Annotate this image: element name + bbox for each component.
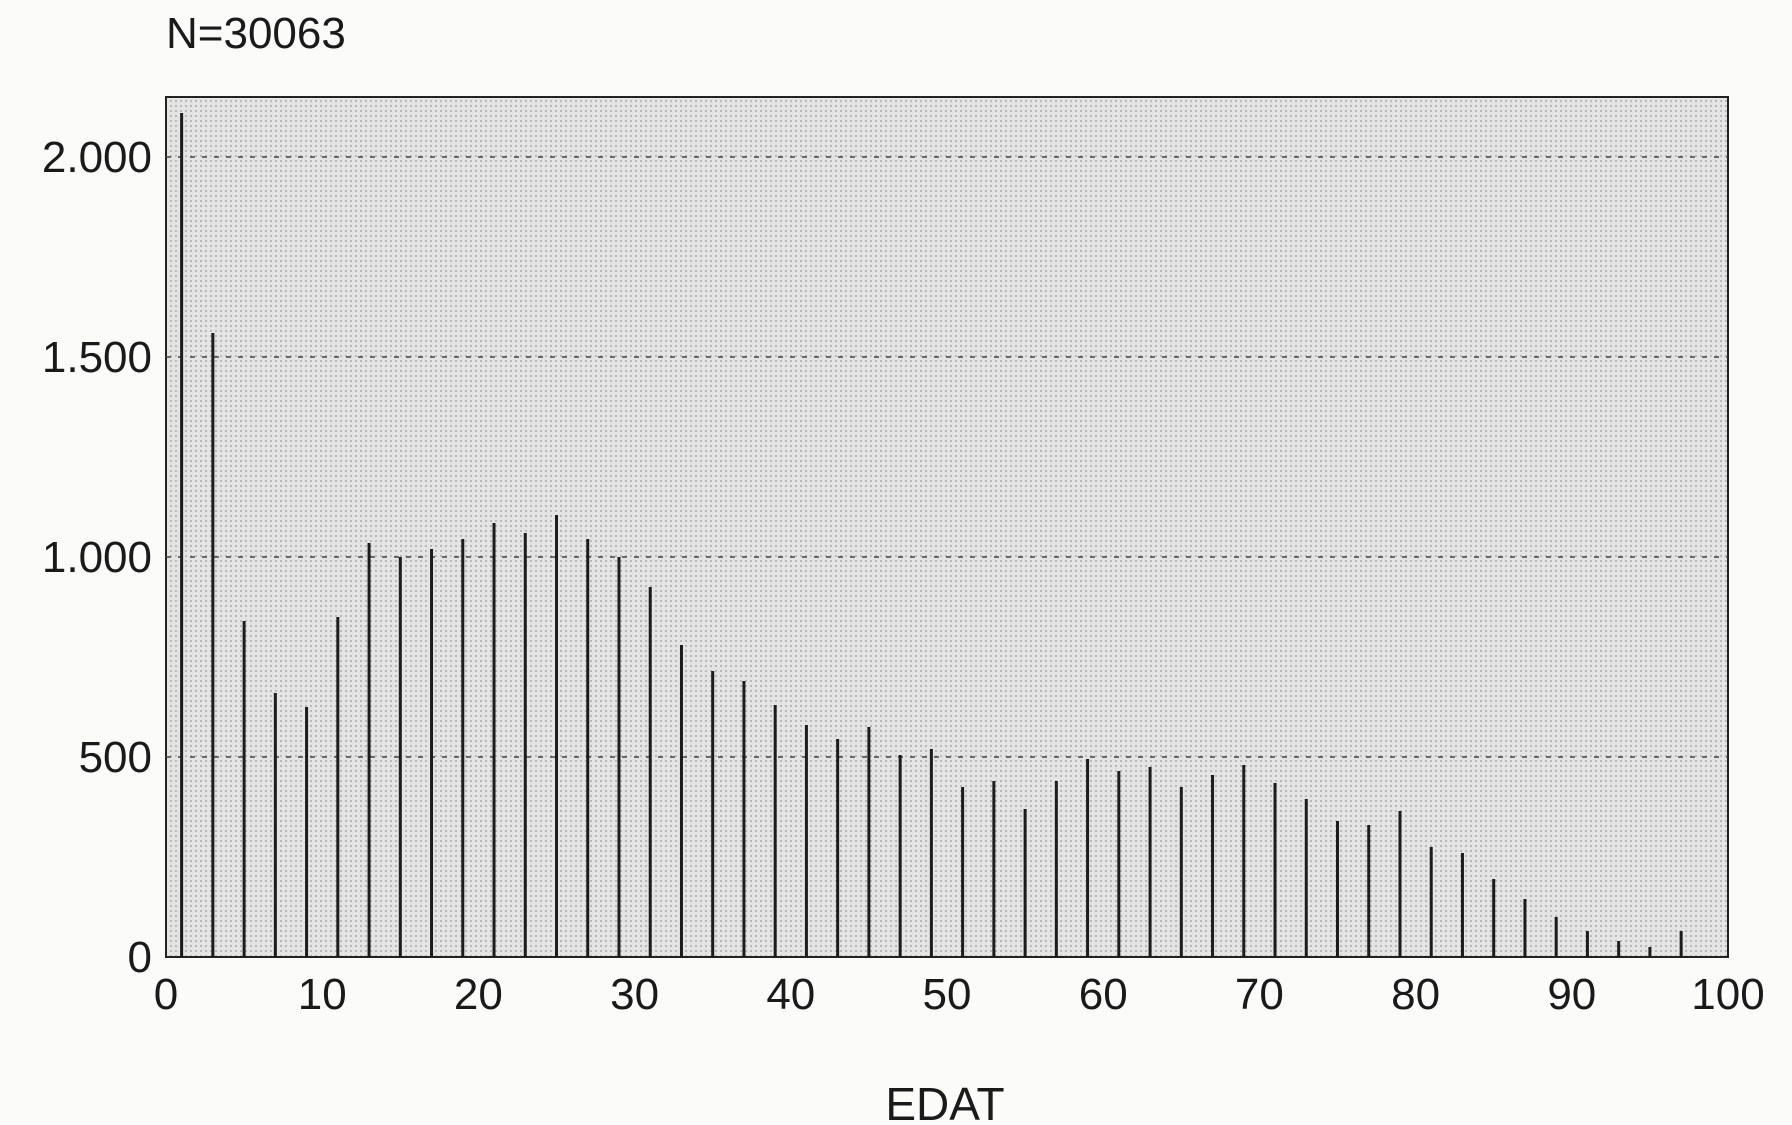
y-tick-label: 2.000 xyxy=(42,133,152,182)
bar xyxy=(1617,941,1621,957)
bar xyxy=(1398,811,1402,957)
bar xyxy=(648,587,652,957)
bar xyxy=(1336,821,1339,957)
y-axis-ticks: 0 500 1.000 1.500 2.000 xyxy=(42,133,152,982)
plot-area xyxy=(165,96,1729,958)
bar xyxy=(1023,809,1027,957)
bar xyxy=(961,787,965,957)
x-tick-label: 80 xyxy=(1391,970,1440,1019)
bar xyxy=(1273,783,1277,957)
bar xyxy=(1679,931,1683,957)
bar xyxy=(1367,825,1371,957)
x-tick-label: 30 xyxy=(610,970,659,1019)
x-tick-label: 0 xyxy=(154,970,178,1019)
bar xyxy=(1554,917,1558,957)
bar xyxy=(180,113,184,957)
bar xyxy=(1242,765,1246,957)
y-tick-label: 1.500 xyxy=(42,333,152,382)
x-axis-ticks: 0 10 20 30 40 50 60 70 80 90 100 xyxy=(154,970,1765,1019)
bar xyxy=(836,739,840,957)
bar xyxy=(1460,853,1464,957)
bar xyxy=(242,621,246,957)
x-axis-title: EDAT xyxy=(885,1078,1004,1125)
x-tick-label: 40 xyxy=(766,970,815,1019)
y-tick-label: 500 xyxy=(79,733,152,782)
bars xyxy=(180,113,1683,957)
bar xyxy=(773,705,777,957)
bar xyxy=(1492,879,1496,957)
bar xyxy=(461,539,465,957)
bar xyxy=(617,557,621,957)
bar xyxy=(211,333,215,957)
bar xyxy=(1429,847,1433,957)
bar xyxy=(1117,771,1121,957)
chart-title: N=30063 xyxy=(166,9,346,58)
bar xyxy=(867,727,871,957)
bar xyxy=(1585,931,1589,957)
bar xyxy=(430,549,434,957)
bar xyxy=(367,543,371,957)
bar xyxy=(992,781,996,957)
gridlines xyxy=(166,156,1728,758)
x-tick-label: 60 xyxy=(1079,970,1128,1019)
bar xyxy=(679,645,683,957)
bar xyxy=(523,533,527,957)
bar xyxy=(398,557,402,957)
bar xyxy=(804,725,808,957)
bar xyxy=(1086,759,1090,957)
bar xyxy=(898,755,902,957)
bar xyxy=(1179,787,1183,957)
x-tick-label: 100 xyxy=(1691,970,1764,1019)
bar xyxy=(929,749,933,957)
y-tick-label: 1.000 xyxy=(42,533,152,582)
x-tick-label: 70 xyxy=(1235,970,1284,1019)
bar xyxy=(1054,781,1058,957)
x-tick-label: 50 xyxy=(923,970,972,1019)
x-tick-label: 20 xyxy=(454,970,503,1019)
bar xyxy=(492,523,496,957)
bar xyxy=(555,515,558,957)
x-tick-label: 10 xyxy=(298,970,347,1019)
bar xyxy=(273,693,277,957)
bar xyxy=(742,681,746,957)
bar xyxy=(1523,899,1527,957)
bar xyxy=(1304,799,1308,957)
bar xyxy=(1148,767,1152,957)
bar xyxy=(586,539,590,957)
bar xyxy=(336,617,340,957)
x-tick-label: 90 xyxy=(1547,970,1596,1019)
bar xyxy=(1648,947,1652,957)
bar xyxy=(1211,775,1215,957)
bar xyxy=(305,707,309,957)
bar xyxy=(711,671,715,957)
y-tick-label: 0 xyxy=(128,933,152,982)
